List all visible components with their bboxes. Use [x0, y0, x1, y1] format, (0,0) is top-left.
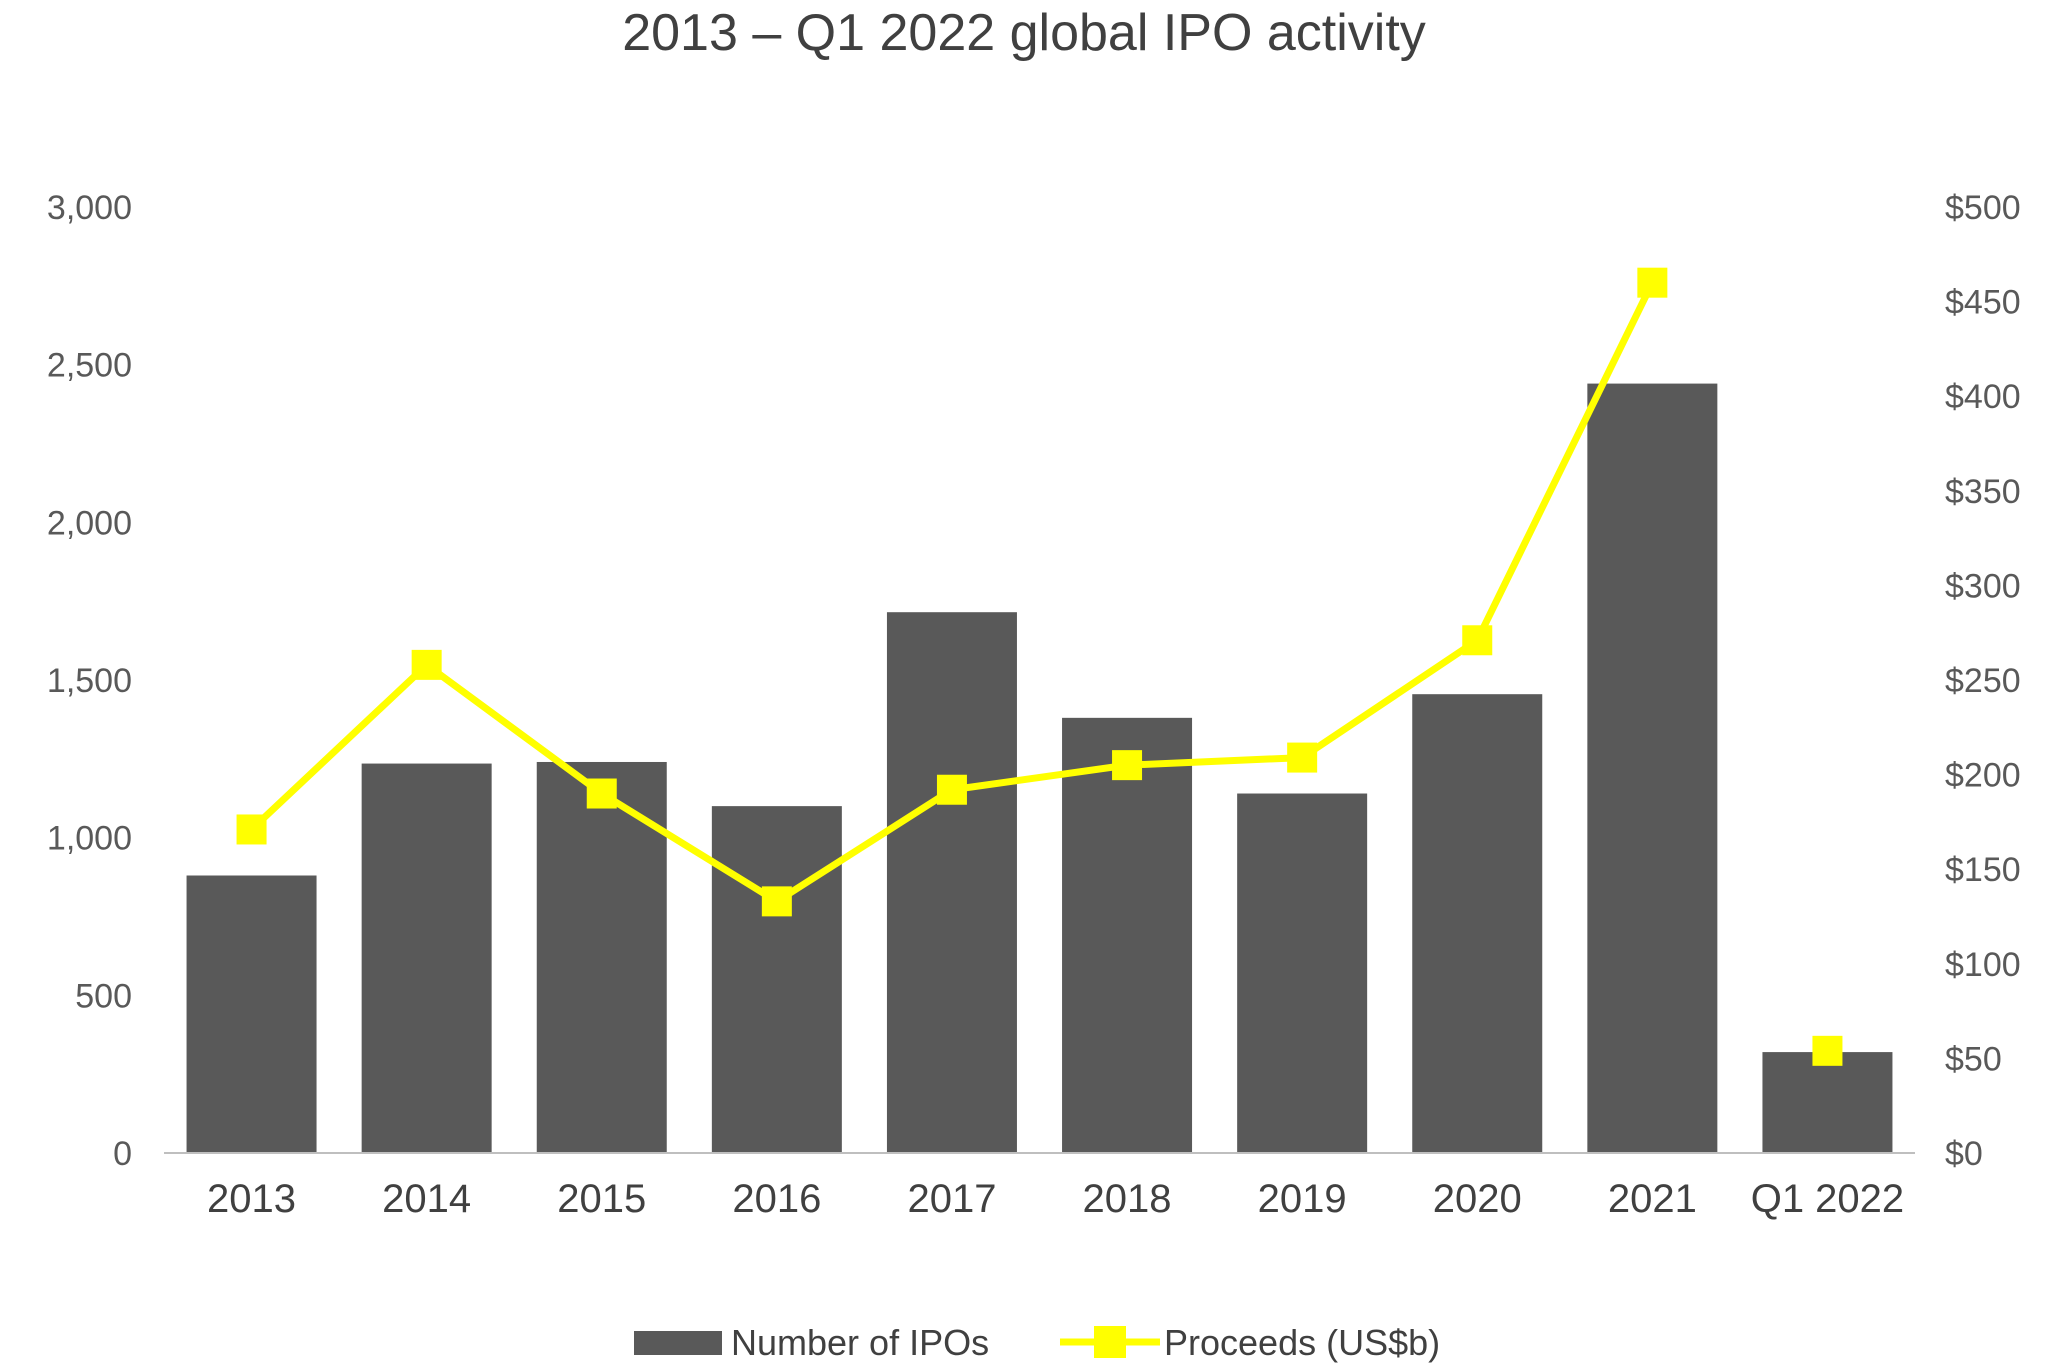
- legend-swatch-proceeds-marker: [1094, 1326, 1126, 1358]
- right-axis: $0 $50 $100 $150 $200 $250 $300 $350 $400 $450 $50…: [1945, 189, 2021, 1173]
- legend-label-proceeds: Proceeds (US$b): [1164, 1322, 1440, 1363]
- right-tick-label: $500: [1945, 189, 2021, 227]
- proceeds-marker-2021: [1637, 267, 1668, 298]
- right-tick-label: $100: [1945, 946, 2021, 984]
- line-series: [236, 267, 1843, 1066]
- x-tick-label: 2017: [907, 1177, 996, 1221]
- chart-title: 2013 – Q1 2022 global IPO activity: [622, 4, 1426, 62]
- x-tick-label: Q1 2022: [1751, 1177, 1904, 1221]
- left-axis: 0 500 1,000 1,500 2,000 2,500 3,000: [47, 189, 132, 1173]
- bar-2014: [361, 763, 492, 1153]
- right-tick-label: $350: [1945, 473, 2021, 511]
- bar-2019: [1237, 793, 1368, 1153]
- left-tick-label: 1,500: [47, 662, 132, 700]
- x-tick-label: 2020: [1433, 1177, 1522, 1221]
- left-tick-label: 0: [113, 1135, 132, 1173]
- bar-2016: [711, 806, 842, 1153]
- left-tick-label: 1,000: [47, 820, 132, 858]
- right-tick-label: $50: [1945, 1040, 2002, 1078]
- legend: Number of IPOs Proceeds (US$b): [634, 1322, 1440, 1363]
- bar-2017: [886, 612, 1017, 1153]
- bar-q1-2022: [1762, 1052, 1893, 1153]
- proceeds-marker-2013: [236, 814, 267, 845]
- right-tick-label: $150: [1945, 851, 2021, 889]
- x-tick-label: 2014: [382, 1177, 471, 1221]
- right-tick-label: $200: [1945, 757, 2021, 795]
- left-tick-label: 3,000: [47, 189, 132, 227]
- proceeds-marker-2017: [936, 774, 967, 805]
- right-tick-label: $0: [1945, 1135, 1983, 1173]
- right-tick-label: $250: [1945, 662, 2021, 700]
- proceeds-marker-2016: [761, 886, 792, 917]
- bar-2015: [536, 761, 667, 1153]
- right-tick-label: $300: [1945, 567, 2021, 605]
- x-tick-label: 2019: [1258, 1177, 1347, 1221]
- x-axis: 2013 2014 2015 2016 2017 2018 2019 2020 2021 Q1 2…: [207, 1177, 1904, 1221]
- legend-label-number-of-ipos: Number of IPOs: [731, 1322, 989, 1363]
- x-tick-label: 2013: [207, 1177, 296, 1221]
- right-tick-label: $400: [1945, 378, 2021, 416]
- bar-series: [186, 383, 1893, 1153]
- left-tick-label: 2,500: [47, 347, 132, 385]
- bar-2013: [186, 875, 317, 1153]
- left-tick-label: 500: [75, 977, 132, 1015]
- bar-2021: [1587, 383, 1718, 1153]
- proceeds-marker-q1-2022: [1812, 1035, 1843, 1066]
- bar-2018: [1062, 717, 1193, 1153]
- x-tick-label: 2016: [732, 1177, 821, 1221]
- x-tick-label: 2018: [1083, 1177, 1172, 1221]
- proceeds-marker-2019: [1287, 742, 1318, 773]
- right-tick-label: $450: [1945, 284, 2021, 322]
- legend-swatch-number-of-ipos: [634, 1331, 722, 1355]
- left-tick-label: 2,000: [47, 504, 132, 542]
- proceeds-marker-2018: [1112, 750, 1143, 781]
- proceeds-marker-2014: [411, 649, 442, 680]
- proceeds-marker-2015: [586, 778, 617, 809]
- x-tick-label: 2015: [557, 1177, 646, 1221]
- x-tick-label: 2021: [1608, 1177, 1697, 1221]
- bar-2020: [1412, 694, 1543, 1153]
- proceeds-marker-2020: [1462, 625, 1493, 656]
